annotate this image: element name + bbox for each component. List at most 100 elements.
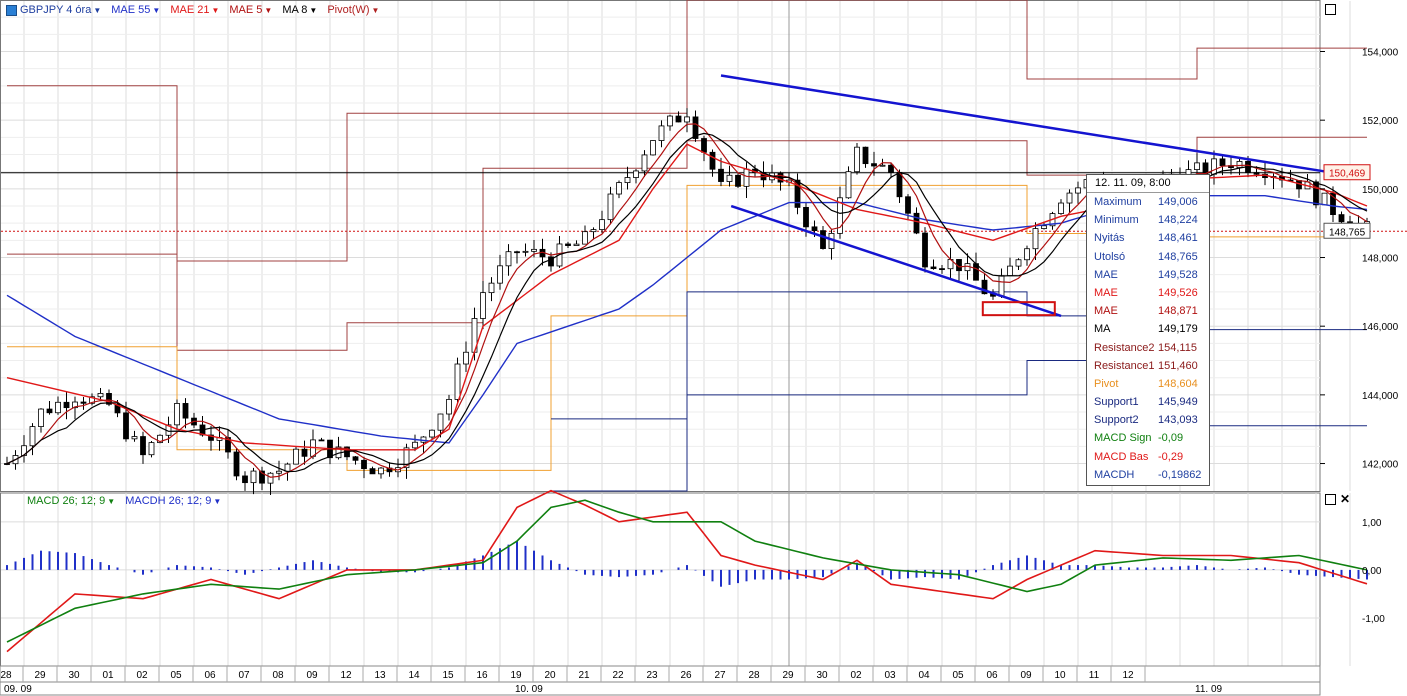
x-day-label: 27 bbox=[714, 670, 726, 681]
candle-body bbox=[148, 442, 155, 456]
data-window-value: 148,765 bbox=[1158, 250, 1198, 263]
candle-body bbox=[259, 470, 265, 484]
legend-item-4[interactable]: MA 8 ▼ bbox=[282, 3, 317, 17]
candle-body bbox=[242, 475, 248, 484]
candle-body bbox=[1075, 187, 1081, 194]
candle-body bbox=[930, 266, 937, 270]
highlight-rectangle bbox=[981, 301, 1056, 317]
maximize-macd-icon[interactable] bbox=[1325, 494, 1336, 505]
data-window-value: 151,460 bbox=[1158, 359, 1198, 372]
candle-body bbox=[437, 413, 444, 431]
x-day-label: 01 bbox=[102, 670, 114, 681]
data-window-key: Maximum bbox=[1094, 196, 1142, 208]
data-window-date: 12. 11. 09, 8:00 bbox=[1087, 175, 1209, 193]
legend-item-label: MA 8 bbox=[282, 4, 308, 16]
pivot-resistance2-line bbox=[7, 0, 1367, 262]
trendlines bbox=[720, 74, 1327, 318]
y-tick-label: 148,000 bbox=[1362, 254, 1399, 265]
candle-body bbox=[1024, 248, 1030, 261]
candle-body bbox=[1066, 192, 1073, 204]
x-day-label: 02 bbox=[850, 670, 862, 681]
y-tick-label: 152,000 bbox=[1362, 116, 1399, 127]
legend-item-5[interactable]: Pivot(W) ▼ bbox=[327, 3, 379, 17]
candle-body bbox=[106, 393, 112, 405]
candle-body bbox=[667, 115, 673, 127]
legend-item-label: GBPJPY 4 óra bbox=[20, 4, 92, 16]
data-window-key: MA bbox=[1094, 323, 1111, 336]
x-day-label: 21 bbox=[578, 670, 590, 681]
candle-body bbox=[1058, 202, 1064, 214]
legend-item-1[interactable]: MAE 55 ▼ bbox=[111, 3, 160, 17]
candle-body bbox=[599, 219, 605, 230]
candle-body bbox=[888, 164, 894, 173]
data-window-value: 148,871 bbox=[1158, 305, 1198, 318]
x-day-label: 29 bbox=[34, 670, 46, 681]
x-day-label: 23 bbox=[646, 670, 658, 681]
x-day-label: 16 bbox=[476, 670, 488, 681]
candlesticks bbox=[4, 108, 1370, 496]
y-tick-label: 146,000 bbox=[1362, 322, 1399, 333]
macd-tick-label: 0,00 bbox=[1362, 566, 1382, 577]
candle-body bbox=[514, 251, 520, 254]
macd-legend-item-label: MACDH 26; 12; 9 bbox=[125, 495, 212, 507]
dropdown-caret-icon: ▼ bbox=[93, 5, 102, 15]
data-window-key: MACD Sign bbox=[1094, 432, 1152, 445]
resistance-price-tag-text: 150,469 bbox=[1329, 169, 1366, 180]
data-window-row: Maximum 149,006 bbox=[1087, 193, 1209, 211]
data-window: 12. 11. 09, 8:00 Maximum 149,006 Minimum 14… bbox=[1086, 174, 1210, 486]
candle-body bbox=[29, 426, 36, 447]
candle-body bbox=[939, 268, 945, 271]
candle-body bbox=[1313, 181, 1319, 206]
x-month-label: 09. 09 bbox=[4, 684, 32, 695]
data-window-key: MACD Bas bbox=[1094, 450, 1149, 463]
x-day-label: 06 bbox=[986, 670, 998, 681]
macd-legend-item-1[interactable]: MACDH 26; 12; 9 ▼ bbox=[125, 494, 221, 508]
legend-item-2[interactable]: MAE 21 ▼ bbox=[170, 3, 219, 17]
data-window-row: Pivot 148,604 bbox=[1087, 375, 1209, 393]
candle-body bbox=[208, 434, 214, 441]
close-macd-icon[interactable]: ✕ bbox=[1340, 492, 1351, 506]
candle-body bbox=[454, 363, 461, 400]
data-window-key: Resistance1 bbox=[1094, 359, 1155, 372]
legend-item-label: MAE 5 bbox=[229, 4, 263, 16]
candle-body bbox=[922, 232, 928, 268]
x-month-label: 11. 09 bbox=[1195, 684, 1222, 695]
data-window-value: 148,461 bbox=[1158, 232, 1198, 245]
candle-body bbox=[369, 468, 376, 475]
macd-legend-item-0[interactable]: MACD 26; 12; 9 ▼ bbox=[27, 494, 115, 508]
candle-body bbox=[862, 146, 869, 165]
macd-tick-label: -1,00 bbox=[1362, 614, 1385, 625]
candle-body bbox=[675, 115, 682, 123]
x-month-label: 10. 09 bbox=[515, 684, 543, 695]
candle-body bbox=[726, 174, 733, 182]
main-legend: GBPJPY 4 óra ▼ MAE 55 ▼ MAE 21 ▼ MAE 5 ▼ MA 8 ▼ Pi… bbox=[6, 3, 379, 17]
x-day-label: 28 bbox=[0, 670, 12, 681]
data-window-value: 154,115 bbox=[1158, 341, 1197, 354]
legend-item-label: Pivot(W) bbox=[327, 4, 370, 16]
macd-legend-item-label: MACD 26; 12; 9 bbox=[27, 495, 106, 507]
candle-body bbox=[879, 164, 886, 167]
candle-body bbox=[1007, 265, 1013, 277]
candle-body bbox=[854, 146, 860, 173]
maximize-main-icon[interactable] bbox=[1325, 4, 1336, 15]
x-axis-months-bar bbox=[0, 681, 1321, 696]
legend-item-3[interactable]: MAE 5 ▼ bbox=[229, 3, 272, 17]
dropdown-caret-icon: ▼ bbox=[152, 5, 161, 15]
macd-base-line bbox=[6, 489, 1368, 653]
x-day-label: 10 bbox=[1054, 670, 1066, 681]
legend-item-label: MAE 21 bbox=[170, 4, 210, 16]
macd-legend: MACD 26; 12; 9 ▼ MACDH 26; 12; 9 ▼ bbox=[27, 494, 221, 508]
candle-body bbox=[607, 193, 614, 221]
candle-body bbox=[658, 125, 665, 141]
data-window-key: Pivot bbox=[1094, 377, 1119, 390]
candle-body bbox=[446, 399, 452, 415]
candle-body bbox=[871, 163, 877, 167]
candle-body bbox=[361, 459, 367, 470]
x-day-label: 08 bbox=[272, 670, 284, 681]
candle-body bbox=[794, 179, 801, 208]
legend-item-0[interactable]: GBPJPY 4 óra ▼ bbox=[6, 3, 101, 17]
data-window-row: MACD Bas -0,29 bbox=[1087, 448, 1209, 466]
candle-body bbox=[718, 168, 724, 182]
legend-item-label: MAE 55 bbox=[111, 4, 151, 16]
data-window-key: MAE bbox=[1094, 268, 1118, 281]
